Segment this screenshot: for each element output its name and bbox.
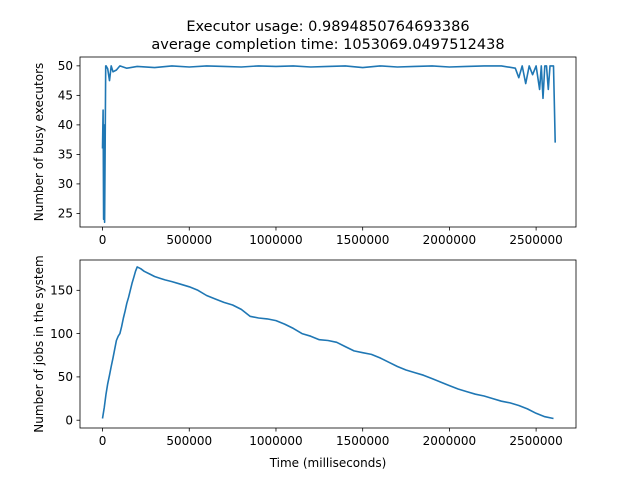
x-axis-label-1: Time (milliseconds) (269, 456, 387, 470)
y-tick-label-0-1: 30 (58, 177, 73, 191)
series-line-0 (101, 65, 556, 224)
x-tick-label-1-1: 500000 (166, 434, 212, 448)
y-tick-label-0-5: 50 (58, 59, 73, 73)
series-line-1 (101, 266, 554, 420)
x-tick-label-0-5: 2500000 (509, 233, 562, 247)
y-tick-label-1-1: 50 (58, 370, 73, 384)
y-tick-label-1-0: 0 (65, 414, 73, 428)
y-tick-label-1-3: 150 (50, 284, 73, 298)
x-tick-label-0-1: 500000 (166, 233, 212, 247)
y-axis-label-0: Number of busy executors (32, 63, 46, 222)
y-tick-label-0-3: 40 (58, 118, 73, 132)
x-tick-label-0-4: 2000000 (423, 233, 476, 247)
chart-title-line-2: average completion time: 1053069.0497512… (151, 37, 504, 53)
x-tick-label-1-4: 2000000 (423, 434, 476, 448)
x-tick-label-0-0: 0 (99, 233, 107, 247)
x-tick-label-0-2: 1000000 (249, 233, 302, 247)
plot-frame-0 (79, 56, 577, 228)
y-tick-label-1-2: 100 (50, 327, 73, 341)
y-axis-label-1: Number of jobs in the system (32, 255, 46, 432)
x-tick-label-0-3: 1500000 (336, 233, 389, 247)
x-tick-label-1-5: 2500000 (509, 434, 562, 448)
x-tick-label-1-0: 0 (99, 434, 107, 448)
y-tick-label-0-0: 25 (58, 207, 73, 221)
x-tick-label-1-2: 1000000 (249, 434, 302, 448)
chart-title-line-1: Executor usage: 0.9894850764693386 (186, 19, 469, 35)
busy-executors-plot: 0 500000 1000000 1500000 2000000 2500000 25 30 3… (32, 56, 577, 247)
x-tick-label-1-3: 1500000 (336, 434, 389, 448)
jobs-in-system-plot: 0 500000 1000000 1500000 2000000 2500000 0 50 10… (32, 255, 577, 470)
plot-frame-1 (79, 259, 577, 429)
y-tick-label-0-2: 35 (58, 148, 73, 162)
y-tick-label-0-4: 45 (58, 89, 73, 103)
